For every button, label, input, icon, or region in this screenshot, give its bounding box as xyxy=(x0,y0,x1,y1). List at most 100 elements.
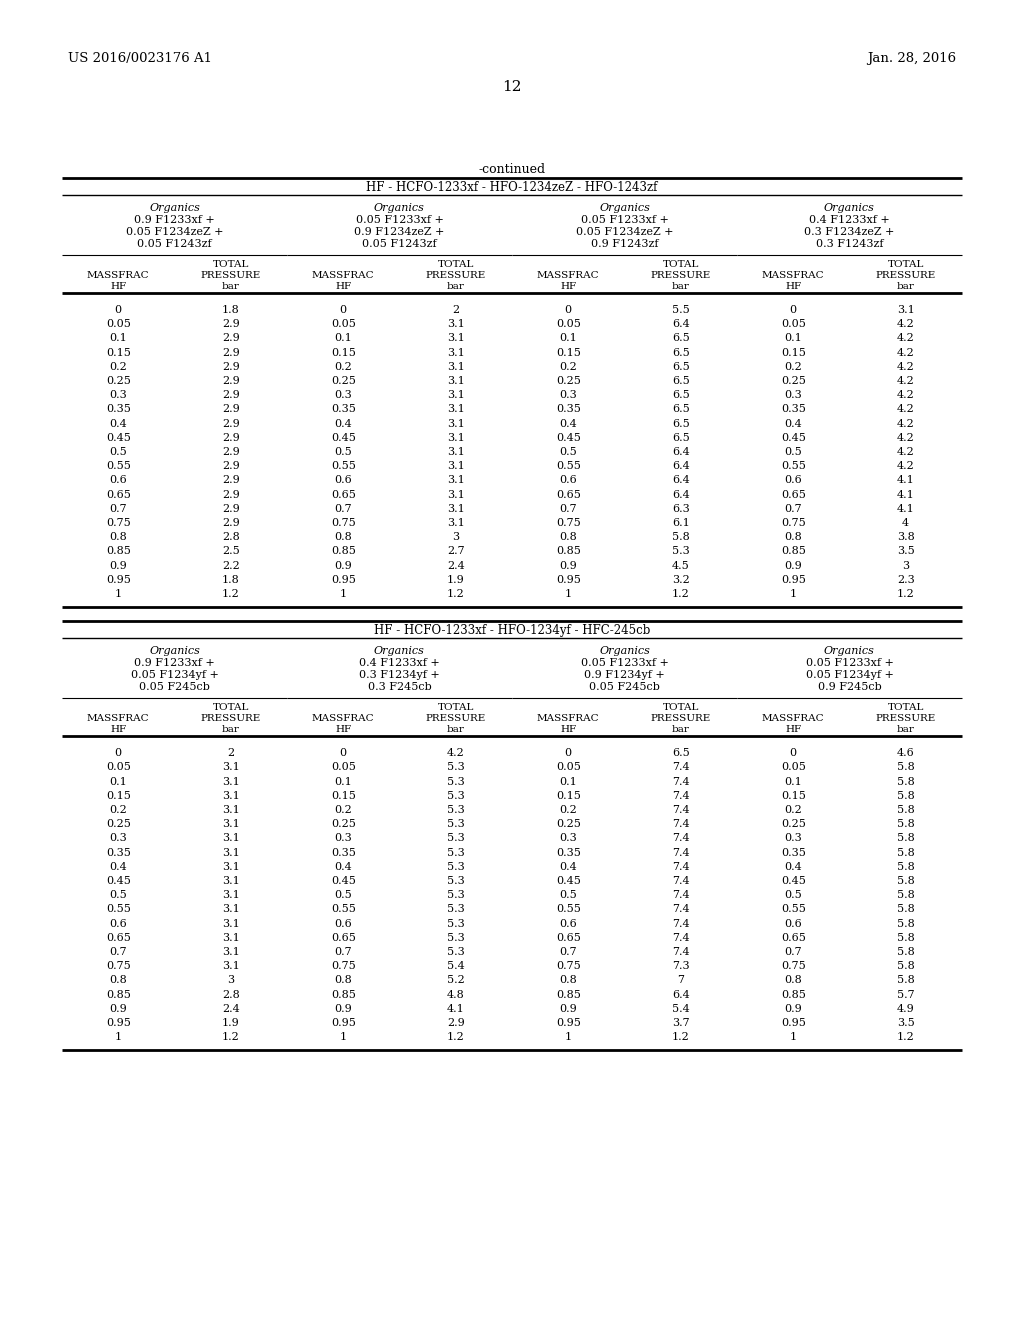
Text: 0.3: 0.3 xyxy=(784,833,802,843)
Text: 0.75: 0.75 xyxy=(556,961,581,972)
Text: 0.65: 0.65 xyxy=(781,933,806,942)
Text: 7.4: 7.4 xyxy=(672,833,689,843)
Text: 0.95: 0.95 xyxy=(781,1018,806,1028)
Text: 0.9: 0.9 xyxy=(110,561,127,570)
Text: 0.9 F1243zf: 0.9 F1243zf xyxy=(591,239,658,249)
Text: 7.3: 7.3 xyxy=(672,961,689,972)
Text: 0.4: 0.4 xyxy=(335,418,352,429)
Text: 7: 7 xyxy=(677,975,684,986)
Text: 0.75: 0.75 xyxy=(105,961,131,972)
Text: 1.9: 1.9 xyxy=(446,574,465,585)
Text: 2.9: 2.9 xyxy=(222,404,240,414)
Text: 6.4: 6.4 xyxy=(672,319,689,329)
Text: 5.5: 5.5 xyxy=(672,305,689,315)
Text: 0.05 F1233xf +: 0.05 F1233xf + xyxy=(806,659,893,668)
Text: MASSFRAC: MASSFRAC xyxy=(537,271,600,280)
Text: TOTAL: TOTAL xyxy=(437,260,474,269)
Text: 0: 0 xyxy=(115,305,122,315)
Text: 7.4: 7.4 xyxy=(672,847,689,858)
Text: 4.1: 4.1 xyxy=(897,490,914,499)
Text: 6.3: 6.3 xyxy=(672,504,689,513)
Text: 0.55: 0.55 xyxy=(781,461,806,471)
Text: 0.85: 0.85 xyxy=(331,990,355,999)
Text: bar: bar xyxy=(897,725,914,734)
Text: 7.4: 7.4 xyxy=(672,820,689,829)
Text: 0.65: 0.65 xyxy=(556,933,581,942)
Text: 0: 0 xyxy=(564,748,571,758)
Text: HF: HF xyxy=(785,282,802,290)
Text: 7.4: 7.4 xyxy=(672,805,689,814)
Text: 0.5: 0.5 xyxy=(784,890,802,900)
Text: TOTAL: TOTAL xyxy=(213,704,249,713)
Text: 0.3: 0.3 xyxy=(335,391,352,400)
Text: 0.3: 0.3 xyxy=(110,391,127,400)
Text: 0.75: 0.75 xyxy=(781,517,806,528)
Text: 6.5: 6.5 xyxy=(672,376,689,385)
Text: 0.85: 0.85 xyxy=(331,546,355,557)
Text: 3.1: 3.1 xyxy=(222,933,240,942)
Text: 5.8: 5.8 xyxy=(897,933,914,942)
Text: 0.05 F1234yf +: 0.05 F1234yf + xyxy=(131,671,218,680)
Text: 0.5: 0.5 xyxy=(335,447,352,457)
Text: 4.9: 4.9 xyxy=(897,1003,914,1014)
Text: 0.15: 0.15 xyxy=(781,791,806,801)
Text: 0.15: 0.15 xyxy=(556,791,581,801)
Text: HF: HF xyxy=(560,282,577,290)
Text: 4.2: 4.2 xyxy=(897,391,914,400)
Text: HF: HF xyxy=(335,282,351,290)
Text: 0.3: 0.3 xyxy=(110,833,127,843)
Text: TOTAL: TOTAL xyxy=(663,260,699,269)
Text: 0.45: 0.45 xyxy=(331,433,355,442)
Text: 5.8: 5.8 xyxy=(897,791,914,801)
Text: 4.8: 4.8 xyxy=(446,990,465,999)
Text: HF: HF xyxy=(111,282,126,290)
Text: 1.9: 1.9 xyxy=(222,1018,240,1028)
Text: 3.1: 3.1 xyxy=(222,904,240,915)
Text: 2.5: 2.5 xyxy=(222,546,240,557)
Text: bar: bar xyxy=(222,725,240,734)
Text: 3.1: 3.1 xyxy=(222,876,240,886)
Text: 0.35: 0.35 xyxy=(105,847,131,858)
Text: 2.3: 2.3 xyxy=(897,574,914,585)
Text: TOTAL: TOTAL xyxy=(437,704,474,713)
Text: 0.15: 0.15 xyxy=(331,791,355,801)
Text: 0.2: 0.2 xyxy=(784,805,802,814)
Text: 5.3: 5.3 xyxy=(446,805,465,814)
Text: 0.1: 0.1 xyxy=(110,776,127,787)
Text: 2.4: 2.4 xyxy=(446,561,465,570)
Text: 0.55: 0.55 xyxy=(556,461,581,471)
Text: 2.9: 2.9 xyxy=(222,475,240,486)
Text: 0.85: 0.85 xyxy=(781,546,806,557)
Text: PRESSURE: PRESSURE xyxy=(426,271,485,280)
Text: 0.9 F1234yf +: 0.9 F1234yf + xyxy=(584,671,665,680)
Text: 0.4: 0.4 xyxy=(784,862,802,871)
Text: 0.85: 0.85 xyxy=(556,546,581,557)
Text: 0.2: 0.2 xyxy=(559,805,578,814)
Text: 3.2: 3.2 xyxy=(672,574,689,585)
Text: 2.4: 2.4 xyxy=(222,1003,240,1014)
Text: 2.9: 2.9 xyxy=(222,347,240,358)
Text: 0.6: 0.6 xyxy=(784,919,802,928)
Text: 0.05 F1234zeZ +: 0.05 F1234zeZ + xyxy=(126,227,223,238)
Text: 2.9: 2.9 xyxy=(222,376,240,385)
Text: 0.2: 0.2 xyxy=(110,362,127,372)
Text: 0.2: 0.2 xyxy=(110,805,127,814)
Text: 0.4: 0.4 xyxy=(559,862,578,871)
Text: 6.5: 6.5 xyxy=(672,334,689,343)
Text: 0.05 F1243zf: 0.05 F1243zf xyxy=(362,239,437,249)
Text: 1: 1 xyxy=(340,1032,347,1043)
Text: 1.2: 1.2 xyxy=(222,1032,240,1043)
Text: 0.85: 0.85 xyxy=(781,990,806,999)
Text: 0.65: 0.65 xyxy=(331,490,355,499)
Text: HF - HCFO-1233xf - HFO-1234yf - HFC-245cb: HF - HCFO-1233xf - HFO-1234yf - HFC-245c… xyxy=(374,624,650,638)
Text: 1.2: 1.2 xyxy=(897,1032,914,1043)
Text: 5.4: 5.4 xyxy=(446,961,465,972)
Text: 3.1: 3.1 xyxy=(446,347,465,358)
Text: 0.4: 0.4 xyxy=(335,862,352,871)
Text: 3.1: 3.1 xyxy=(222,776,240,787)
Text: 7.4: 7.4 xyxy=(672,946,689,957)
Text: 0.4: 0.4 xyxy=(559,418,578,429)
Text: 5.7: 5.7 xyxy=(897,990,914,999)
Text: 0.9: 0.9 xyxy=(335,1003,352,1014)
Text: PRESSURE: PRESSURE xyxy=(876,271,936,280)
